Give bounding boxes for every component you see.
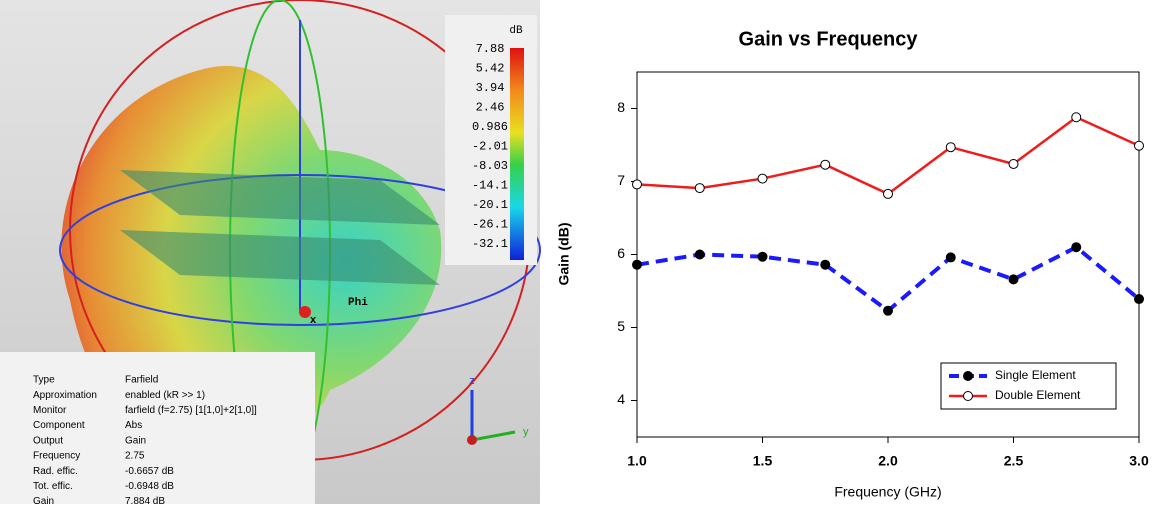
info-key: Approximation — [33, 390, 97, 401]
info-panel — [0, 352, 315, 504]
axis-label: y — [523, 426, 529, 438]
legend-marker — [963, 371, 973, 381]
chart-title: Gain vs Frequency — [739, 28, 919, 50]
info-value: farfield (f=2.75) [1[1,0]+2[1,0]] — [125, 405, 257, 416]
antenna — [120, 170, 440, 225]
x-tick-label: 2.5 — [1004, 453, 1024, 469]
x-tick-label: 1.5 — [753, 453, 773, 469]
axis-label: z — [469, 375, 475, 387]
origin — [467, 435, 477, 445]
info-key: Gain — [33, 496, 54, 504]
colorbar-label: -26.1 — [472, 218, 508, 232]
info-key: Component — [33, 420, 85, 431]
info-key: Type — [33, 375, 55, 386]
x-tick-label: 1.0 — [627, 453, 647, 469]
colorbar-label: -8.03 — [472, 159, 508, 173]
info-value: Abs — [125, 420, 142, 431]
x-axis-label: Frequency (GHz) — [834, 484, 941, 500]
antenna — [120, 230, 440, 285]
point — [694, 249, 705, 260]
farfield-view: Phi x z y — [0, 0, 541, 504]
point — [883, 188, 893, 199]
point — [1008, 158, 1019, 169]
point — [820, 259, 831, 270]
point — [694, 183, 705, 194]
colorbar-label: -2.01 — [472, 140, 508, 154]
info-value: 2.75 — [125, 451, 145, 462]
legend-label: Double Element — [995, 388, 1081, 402]
point — [883, 305, 893, 316]
info-value: 7.884 dB — [125, 496, 165, 504]
colorbar-unit: dB — [509, 25, 523, 37]
info-key: Output — [33, 435, 63, 446]
y-tick-label: 6 — [617, 245, 625, 261]
colorbar-label: 5.42 — [476, 62, 505, 76]
info-key: Rad. effic. — [33, 466, 78, 477]
y-tick-label: 8 — [617, 99, 625, 115]
point — [945, 142, 956, 153]
point — [1008, 274, 1019, 285]
point — [820, 159, 831, 170]
point — [757, 251, 768, 262]
series-line — [636, 115, 1140, 196]
series-line — [636, 244, 1141, 314]
point — [1134, 140, 1144, 151]
info-value: enabled (kR >> 1) — [125, 390, 205, 401]
legend-box — [940, 362, 1117, 410]
x-tick-label: 3.0 — [1129, 453, 1149, 469]
legend-marker — [963, 391, 973, 401]
axis — [471, 430, 516, 442]
y-tick-label: 4 — [617, 391, 625, 407]
y-axis-label: Gain (dB) — [556, 223, 572, 286]
colorbar-label: -20.1 — [472, 198, 508, 212]
colorbar-label: 2.46 — [476, 101, 505, 115]
point — [632, 259, 642, 270]
x-tick-label: 2.0 — [878, 453, 898, 469]
colorbar — [510, 48, 524, 260]
info-key: Tot. effic. — [33, 481, 73, 492]
colorbar-label: -14.1 — [472, 179, 508, 193]
info-value: -0.6657 dB — [125, 466, 174, 477]
info-value: -0.6948 dB — [125, 481, 174, 492]
y-tick-label: 7 — [617, 172, 625, 188]
point — [757, 173, 768, 184]
axis-label: Phi — [348, 297, 368, 309]
point — [1134, 294, 1144, 305]
colorbar-label: 3.94 — [476, 81, 505, 95]
legend-label: Single Element — [995, 368, 1076, 382]
colorbar-label: -32.1 — [472, 237, 508, 251]
y-tick-label: 5 — [617, 318, 625, 334]
info-key: Monitor — [33, 405, 67, 416]
colorbar-label: 7.88 — [476, 42, 505, 56]
point — [632, 179, 642, 190]
info-key: Frequency — [33, 451, 80, 462]
point — [945, 252, 956, 263]
info-value: Farfield — [125, 375, 158, 386]
origin — [299, 306, 311, 318]
axis-label: x — [310, 314, 317, 326]
info-value: Gain — [125, 435, 146, 446]
point — [1071, 112, 1082, 123]
point — [1071, 242, 1082, 253]
colorbar-label: 0.986 — [472, 120, 508, 134]
